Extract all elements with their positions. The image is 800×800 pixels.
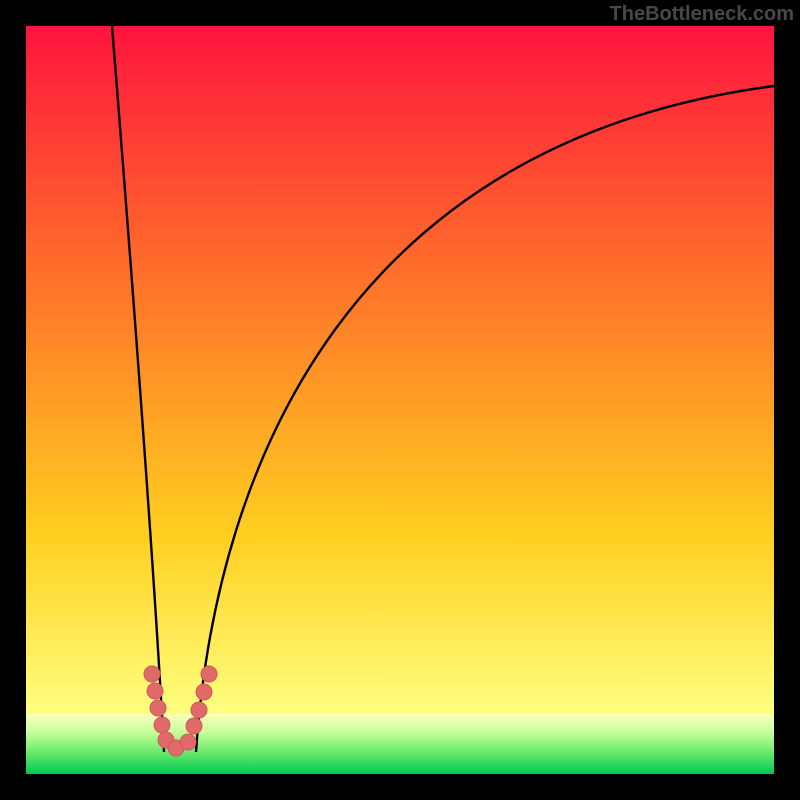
bead-point	[147, 683, 163, 699]
bead-point	[180, 734, 196, 750]
bead-group	[144, 666, 217, 756]
bottleneck-curve-left	[112, 26, 164, 752]
bottleneck-curve-right	[196, 86, 774, 752]
chart-svg	[26, 26, 774, 774]
attribution-text: TheBottleneck.com	[610, 3, 794, 26]
bead-point	[196, 684, 212, 700]
bead-point	[201, 666, 217, 682]
bead-point	[144, 666, 160, 682]
bead-point	[150, 700, 166, 716]
bead-point	[191, 702, 207, 718]
plot-area	[26, 26, 774, 774]
bead-point	[154, 717, 170, 733]
bead-point	[186, 718, 202, 734]
